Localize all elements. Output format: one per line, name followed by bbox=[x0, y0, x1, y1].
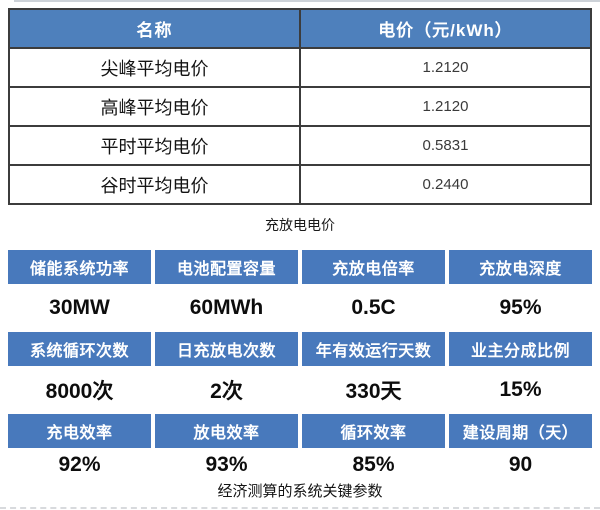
price-row-label: 尖峰平均电价 bbox=[8, 47, 301, 88]
price-row-value: 1.2120 bbox=[299, 86, 592, 127]
param-header-cell: 年有效运行天数 bbox=[302, 332, 445, 366]
price-table-header-name: 名称 bbox=[8, 8, 301, 49]
table-row: 平时平均电价 0.5831 bbox=[8, 125, 592, 166]
param-value-cell: 8000次 bbox=[8, 366, 151, 414]
param-value-cell: 2次 bbox=[155, 366, 298, 414]
param-value-cell: 330天 bbox=[302, 366, 445, 414]
price-table: 名称 电价（元/kWh） 尖峰平均电价 1.2120 高峰平均电价 1.2120… bbox=[8, 8, 592, 205]
param-header-cell: 充放电倍率 bbox=[302, 250, 445, 284]
param-header-cell: 放电效率 bbox=[155, 414, 298, 448]
param-value-cell: 60MWh bbox=[155, 284, 298, 332]
top-edge-divider bbox=[14, 0, 600, 2]
params-header-row: 系统循环次数 日充放电次数 年有效运行天数 业主分成比例 bbox=[8, 332, 592, 366]
price-row-value: 0.2440 bbox=[299, 164, 592, 205]
param-value-cell: 85% bbox=[302, 448, 445, 482]
price-row-value: 0.5831 bbox=[299, 125, 592, 166]
param-header-cell: 日充放电次数 bbox=[155, 332, 298, 366]
params-value-row: 92% 93% 85% 90 bbox=[8, 448, 592, 482]
params-table: 储能系统功率 电池配置容量 充放电倍率 充放电深度 30MW 60MWh 0.5… bbox=[8, 250, 592, 482]
param-header-cell: 储能系统功率 bbox=[8, 250, 151, 284]
param-header-cell: 建设周期（天） bbox=[449, 414, 592, 448]
param-value-cell: 30MW bbox=[8, 284, 151, 332]
price-row-label: 平时平均电价 bbox=[8, 125, 301, 166]
price-table-header-row: 名称 电价（元/kWh） bbox=[8, 8, 592, 49]
param-header-cell: 业主分成比例 bbox=[449, 332, 592, 366]
price-table-caption: 充放电电价 bbox=[265, 217, 335, 233]
params-table-caption: 经济测算的系统关键参数 bbox=[217, 483, 383, 500]
params-value-row: 8000次 2次 330天 15% bbox=[8, 366, 592, 414]
price-table-header-price: 电价（元/kWh） bbox=[299, 8, 592, 49]
table-row: 尖峰平均电价 1.2120 bbox=[8, 47, 592, 88]
bottom-edge-divider bbox=[0, 507, 600, 509]
param-value-cell: 15% bbox=[449, 366, 592, 414]
param-header-cell: 电池配置容量 bbox=[155, 250, 298, 284]
param-value-cell: 92% bbox=[8, 448, 151, 482]
params-header-row: 储能系统功率 电池配置容量 充放电倍率 充放电深度 bbox=[8, 250, 592, 284]
param-value-cell: 93% bbox=[155, 448, 298, 482]
param-header-cell: 系统循环次数 bbox=[8, 332, 151, 366]
param-value-cell: 0.5C bbox=[302, 284, 445, 332]
table-row: 谷时平均电价 0.2440 bbox=[8, 164, 592, 205]
param-value-cell: 95% bbox=[449, 284, 592, 332]
price-row-value: 1.2120 bbox=[299, 47, 592, 88]
param-value-cell: 90 bbox=[449, 448, 592, 482]
price-row-label: 高峰平均电价 bbox=[8, 86, 301, 127]
params-value-row: 30MW 60MWh 0.5C 95% bbox=[8, 284, 592, 332]
params-header-row: 充电效率 放电效率 循环效率 建设周期（天） bbox=[8, 414, 592, 448]
param-header-cell: 充电效率 bbox=[8, 414, 151, 448]
param-header-cell: 循环效率 bbox=[302, 414, 445, 448]
table-row: 高峰平均电价 1.2120 bbox=[8, 86, 592, 127]
price-row-label: 谷时平均电价 bbox=[8, 164, 301, 205]
param-header-cell: 充放电深度 bbox=[449, 250, 592, 284]
